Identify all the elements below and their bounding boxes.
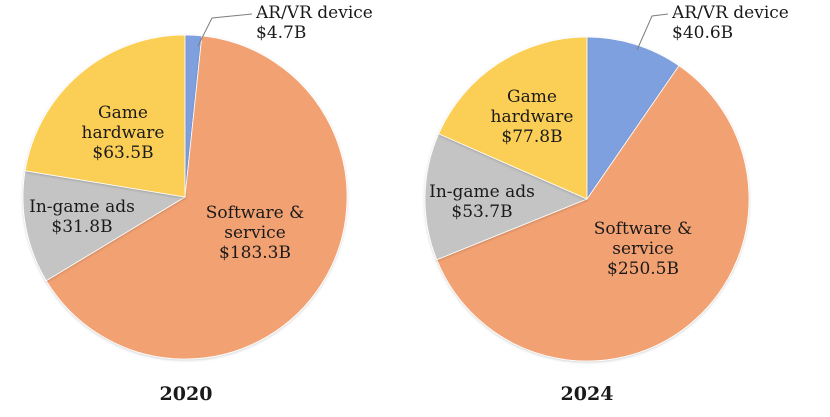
- data-label-game-hardware-2020: Game hardware $63.5B: [82, 103, 165, 163]
- data-label-software-service-2020: Software & service $183.3B: [206, 203, 304, 263]
- data-label-in-game-ads-2024: In-game ads $53.7B: [429, 182, 535, 222]
- data-label-software-service-2024: Software & service $250.5B: [594, 219, 692, 279]
- data-label-game-hardware-2024: Game hardware $77.8B: [491, 87, 574, 147]
- pie-slice-ar-vr-device-2024: [586, 36, 680, 201]
- leader-line-ar-vr-device-2024: [636, 13, 669, 51]
- pie-slice-software-service-2020: [45, 35, 348, 360]
- pie-slice-in-game-ads-2024: [424, 133, 589, 261]
- pie-slice-game-hardware-2024: [438, 36, 588, 200]
- pie-chart-2024: AR/VR device $40.6B Software & service $250.…: [424, 3, 789, 405]
- pie-slice-in-game-ads-2020: [22, 170, 187, 282]
- data-label-ar-vr-device-2020: AR/VR device $4.7B: [255, 3, 373, 43]
- chart-title-2020: 2020: [160, 383, 213, 405]
- pie-slice-game-hardware-2020: [24, 34, 186, 198]
- pie-slice-software-service-2024: [436, 65, 750, 362]
- data-label-in-game-ads-2020: In-game ads $31.8B: [29, 197, 135, 237]
- data-label-ar-vr-device-2024: AR/VR device $40.6B: [671, 3, 789, 43]
- leader-line-ar-vr-device-2020: [197, 13, 253, 47]
- chart-title-2024: 2024: [561, 383, 614, 405]
- pie-chart-2020: AR/VR device $4.7B Software & service $183.3…: [22, 3, 373, 405]
